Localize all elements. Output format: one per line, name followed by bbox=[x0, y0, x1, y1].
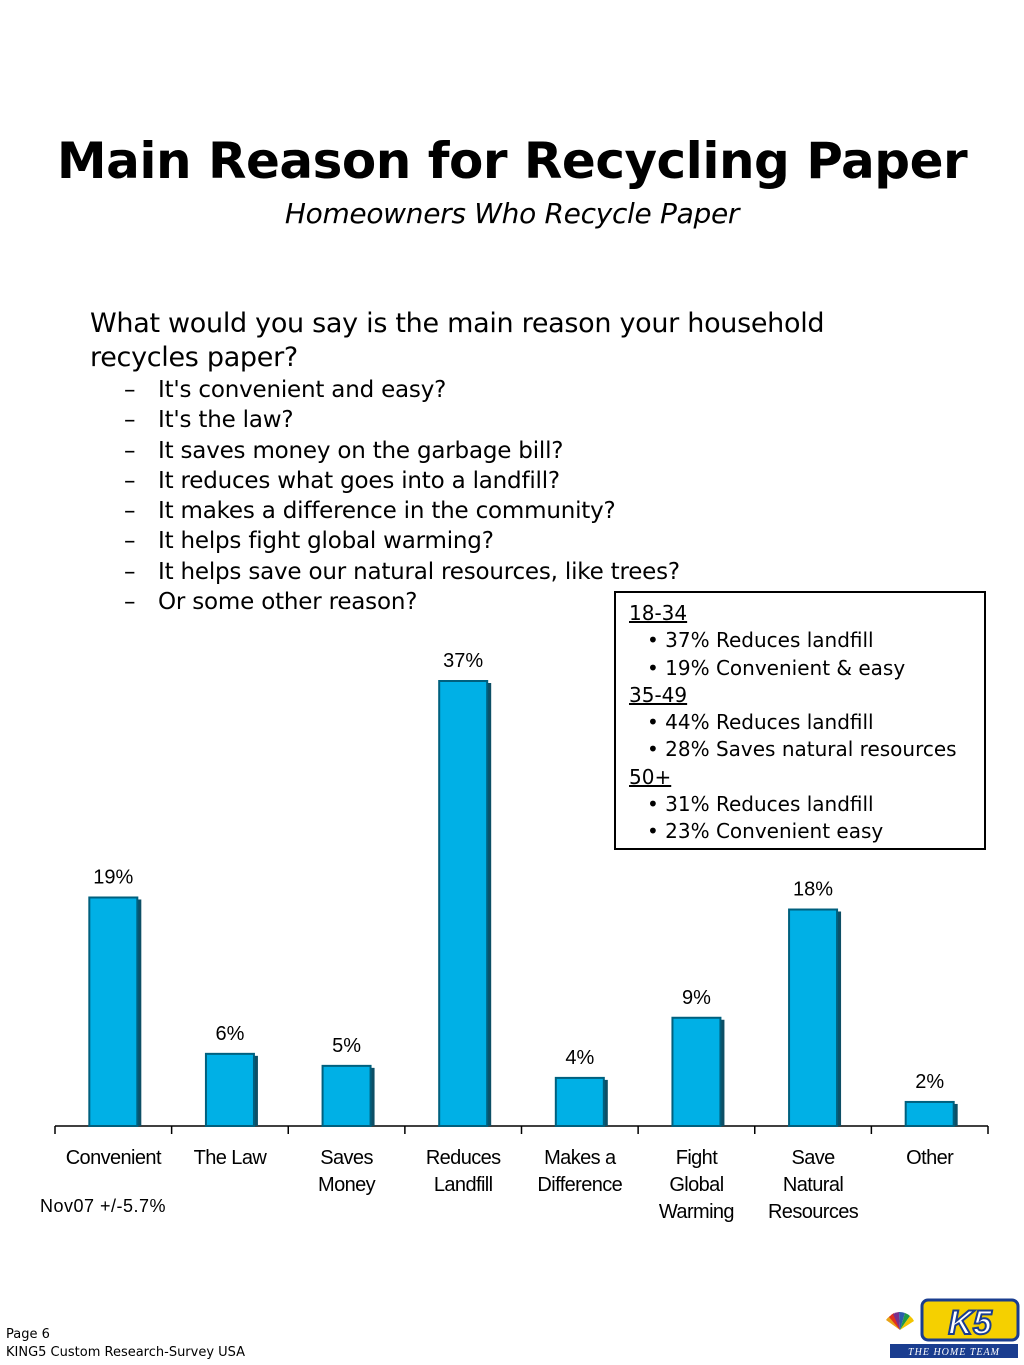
bar bbox=[321, 1064, 372, 1128]
age-group-stat-text: 44% Reduces landfill bbox=[665, 710, 874, 735]
answer-option: – It makes a difference in the community? bbox=[124, 496, 680, 526]
category-label: Landfill bbox=[434, 1174, 493, 1196]
answer-option-text: It's the law? bbox=[158, 407, 294, 434]
bar-value-label: 2% bbox=[915, 1071, 944, 1093]
category-label: Resources bbox=[768, 1201, 859, 1223]
bullet: • bbox=[647, 737, 666, 762]
answer-option-text: It helps save our natural resources, lik… bbox=[158, 558, 680, 585]
dash-bullet: – bbox=[124, 437, 136, 464]
bullet: • bbox=[647, 628, 666, 653]
bar-value-label: 19% bbox=[93, 866, 133, 888]
answer-option: – It helps save our natural resources, li… bbox=[124, 557, 680, 587]
age-group-stat-text: 37% Reduces landfill bbox=[665, 628, 874, 653]
bar bbox=[671, 1016, 722, 1128]
category-label: Convenient bbox=[66, 1147, 162, 1169]
answer-option: – It reduces what goes into a landfill? bbox=[124, 466, 680, 496]
answer-option-text: Or some other reason? bbox=[158, 589, 418, 616]
bar bbox=[904, 1100, 955, 1127]
bar-chart: 19% Convenient 6% The Law 5% Saves Money 37% Red… bbox=[54, 650, 989, 1223]
answer-option-text: It reduces what goes into a landfill? bbox=[158, 467, 560, 494]
age-group-label: 18-34 bbox=[629, 601, 688, 625]
source-credit: KING5 Custom Research-Survey USA bbox=[6, 1345, 246, 1360]
category-label: Save bbox=[791, 1147, 835, 1169]
category-label: Money bbox=[318, 1174, 376, 1196]
bar-value-label: 4% bbox=[565, 1047, 594, 1069]
age-group-label: 50+ bbox=[629, 764, 672, 789]
age-group-stat-text: 31% Reduces landfill bbox=[665, 792, 874, 817]
answer-option: – Or some other reason? bbox=[124, 587, 680, 617]
category-label: Saves bbox=[320, 1147, 373, 1169]
category-label: Makes a bbox=[544, 1147, 617, 1169]
category-label: Other bbox=[906, 1147, 954, 1169]
survey-date-margin-note: Nov07 +/-5.7% bbox=[40, 1196, 167, 1216]
page-subtitle: Homeowners Who Recycle Paper bbox=[284, 197, 740, 230]
bullet: • bbox=[647, 819, 666, 844]
category-label: Reduces bbox=[426, 1147, 501, 1169]
age-group-stat: • 19% Convenient & easy bbox=[629, 655, 984, 682]
answer-option: – It helps fight global warming? bbox=[124, 526, 680, 556]
age-group-stat: • 28% Saves natural resources bbox=[629, 736, 984, 763]
category-label: Warming bbox=[659, 1201, 734, 1223]
dash-bullet: – bbox=[124, 528, 136, 555]
bullet: • bbox=[647, 792, 666, 817]
bar-value-label: 37% bbox=[443, 650, 483, 672]
age-group-stat-text: 23% Convenient easy bbox=[665, 819, 884, 844]
answer-option: – It's the law? bbox=[124, 405, 680, 435]
logo-tagline: THE HOME TEAM bbox=[908, 1347, 1000, 1358]
answer-options-list: – It's convenient and easy? – It's the law?… bbox=[124, 375, 680, 617]
bar bbox=[554, 1076, 605, 1127]
dash-bullet: – bbox=[124, 498, 136, 525]
bullet: • bbox=[647, 710, 666, 735]
dash-bullet: – bbox=[124, 407, 136, 434]
dash-bullet: – bbox=[124, 558, 136, 585]
age-group-stat: • 37% Reduces landfill bbox=[629, 627, 984, 654]
category-label: The Law bbox=[194, 1147, 268, 1169]
answer-option-text: It's convenient and easy? bbox=[158, 377, 447, 403]
age-group-label: 35-49 bbox=[629, 682, 688, 707]
dash-bullet: – bbox=[124, 589, 136, 616]
bar-value-label: 9% bbox=[682, 987, 711, 1009]
bar bbox=[788, 908, 839, 1127]
dash-bullet: – bbox=[124, 467, 136, 494]
bar bbox=[438, 680, 489, 1127]
age-breakdown-box: 18-34 • 37% Reduces landfill • 19% Conveni… bbox=[614, 591, 986, 850]
answer-option-text: It makes a difference in the community? bbox=[158, 498, 616, 525]
age-group-stat: • 31% Reduces landfill bbox=[629, 791, 984, 818]
category-label: Natural bbox=[783, 1174, 843, 1196]
age-group-stat: • 23% Convenient easy bbox=[629, 818, 984, 845]
answer-option-text: It helps fight global warming? bbox=[158, 528, 494, 555]
answer-option-text: It saves money on the garbage bill? bbox=[158, 437, 564, 464]
bar-value-label: 5% bbox=[332, 1035, 361, 1057]
age-group-stat: • 44% Reduces landfill bbox=[629, 709, 984, 736]
answer-option: – It's convenient and easy? bbox=[124, 375, 680, 405]
page-footer: Page 6 KING5 Custom Research-Survey USA bbox=[6, 1326, 245, 1362]
page-title: Main Reason for Recycling Paper bbox=[56, 132, 968, 190]
bar-value-label: 6% bbox=[215, 1023, 244, 1045]
age-group-stat-text: 28% Saves natural resources bbox=[665, 737, 957, 762]
peacock-icon bbox=[886, 1311, 914, 1330]
age-group-stat-text: 19% Convenient & easy bbox=[665, 655, 906, 680]
bar bbox=[88, 896, 139, 1128]
category-label: Difference bbox=[537, 1174, 622, 1196]
category-label: Fight bbox=[676, 1147, 719, 1169]
logo-text: K5 bbox=[948, 1304, 993, 1342]
dash-bullet: – bbox=[124, 377, 136, 403]
nbc-peacock-king5-logo-icon: K5 THE HOME TEAM bbox=[886, 1298, 1020, 1358]
category-label: Global bbox=[669, 1174, 723, 1196]
survey-question: What would you say is the main reason yo… bbox=[90, 308, 825, 373]
page-number: Page 6 bbox=[6, 1327, 50, 1342]
bullet: • bbox=[647, 655, 666, 680]
answer-option: – It saves money on the garbage bill? bbox=[124, 436, 680, 466]
bar bbox=[204, 1052, 255, 1128]
bar-value-label: 18% bbox=[793, 879, 833, 901]
